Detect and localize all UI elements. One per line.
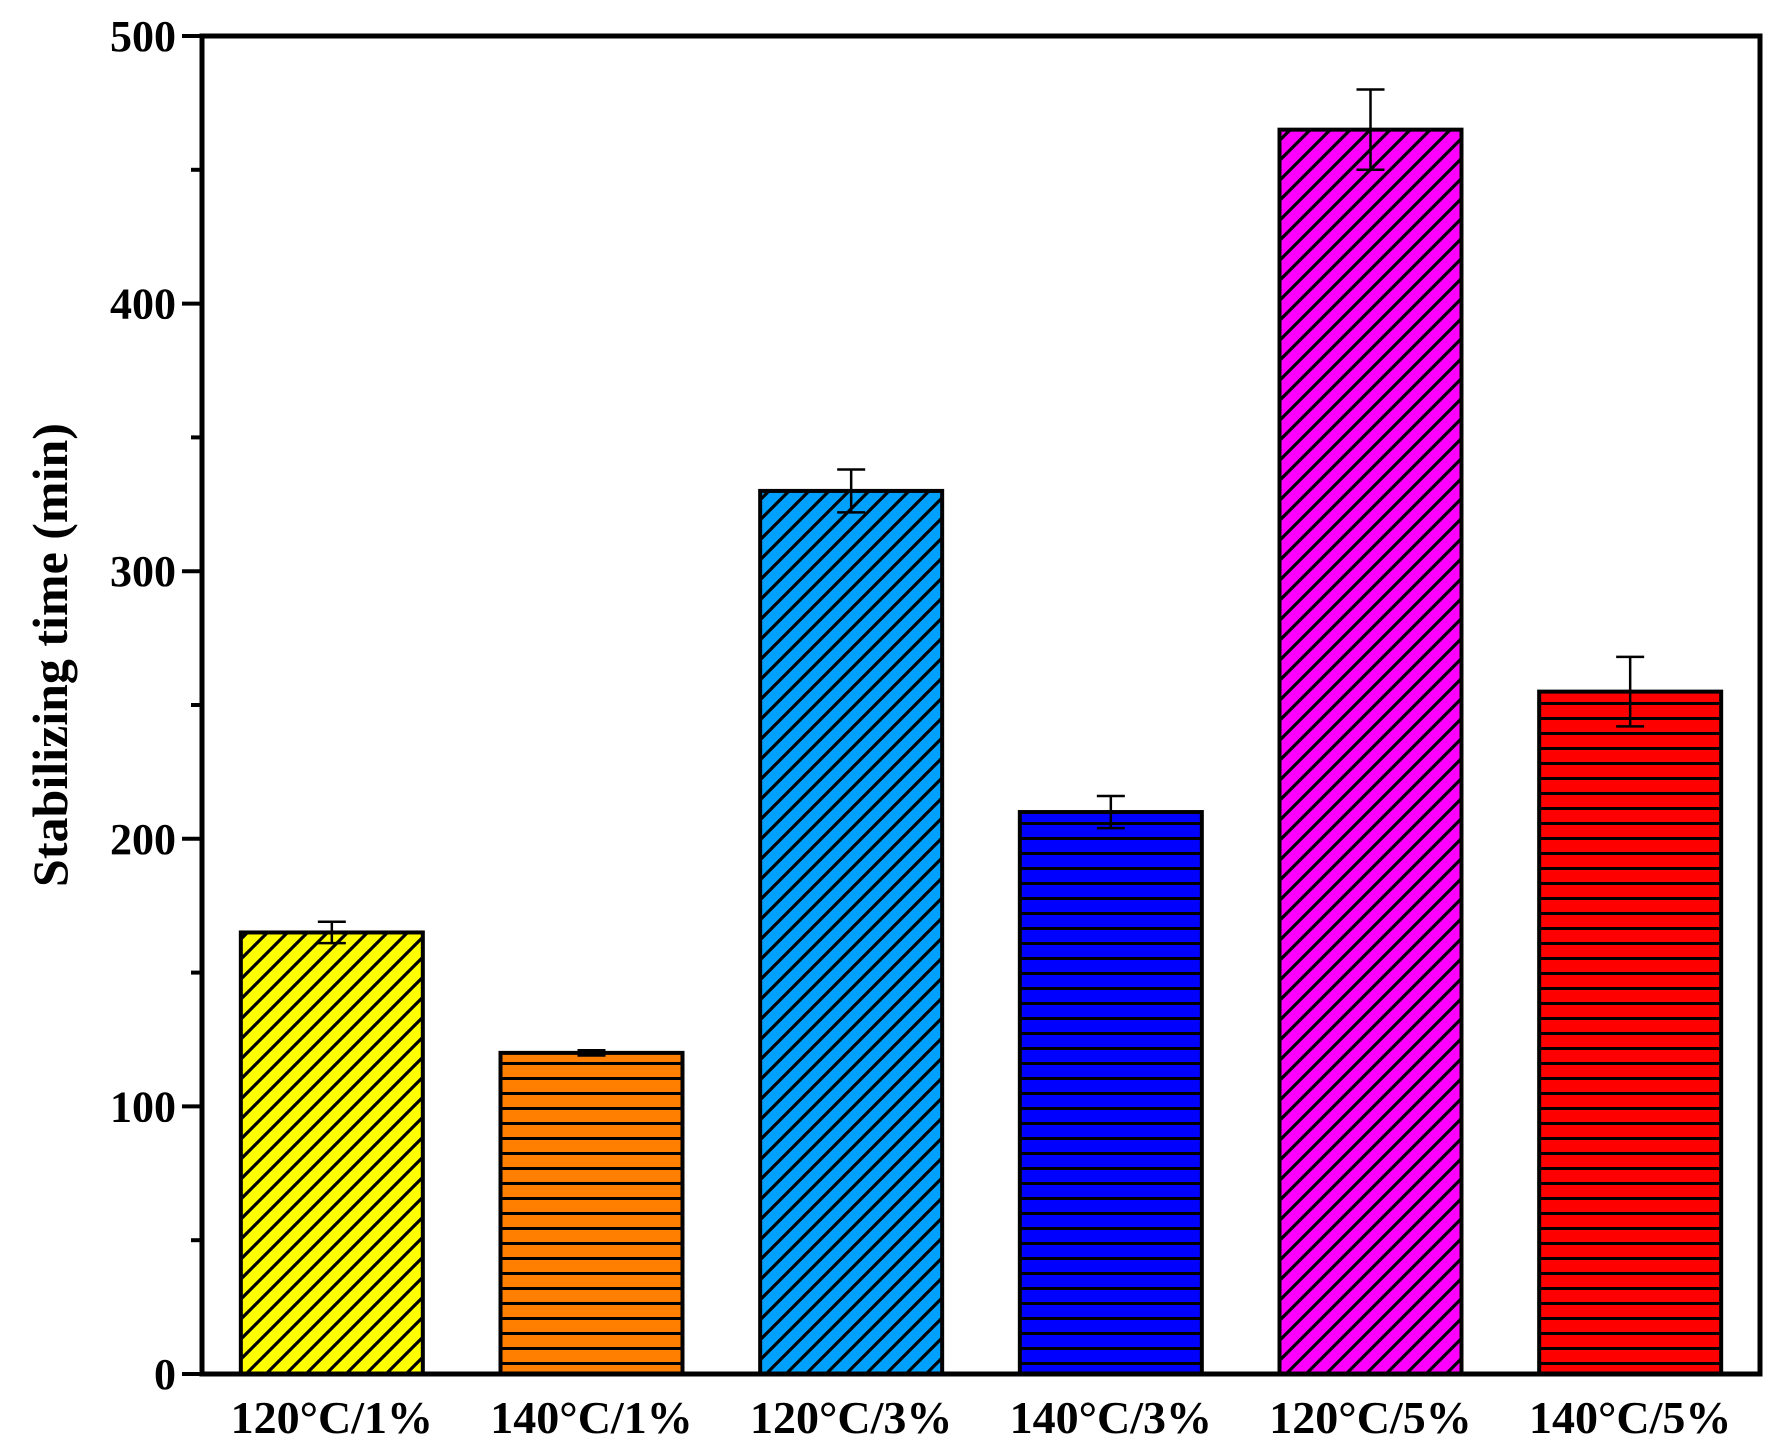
y-tick-label: 200 <box>110 815 176 864</box>
error-bar-3 <box>837 468 866 514</box>
plot-frame <box>199 33 1763 1377</box>
y-tick-label: 100 <box>110 1082 176 1131</box>
y-axis-title: Stabilizing time (min) <box>22 423 78 887</box>
error-bar-4 <box>1096 794 1125 830</box>
bar-6 <box>1537 689 1724 1376</box>
y-tick-label: 0 <box>154 1350 176 1399</box>
bars-layer <box>238 127 1724 1377</box>
y-tick-label: 300 <box>110 547 176 596</box>
error-bar-1 <box>317 920 346 945</box>
x-tick-label: 140°C/5% <box>1529 1392 1731 1443</box>
bar-5 <box>1277 127 1464 1376</box>
bar-3 <box>758 488 945 1377</box>
bar-4 <box>1017 810 1204 1376</box>
y-tick-label: 400 <box>110 280 176 329</box>
y-tick-label: 500 <box>110 12 176 61</box>
bar-2 <box>498 1050 685 1376</box>
x-tick-label: 120°C/3% <box>750 1392 952 1443</box>
x-tick-label: 140°C/3% <box>1010 1392 1212 1443</box>
error-bar-6 <box>1616 655 1645 728</box>
x-tick-label: 120°C/5% <box>1269 1392 1471 1443</box>
error-bar-5 <box>1356 88 1385 172</box>
error-bars-layer <box>317 88 1645 1057</box>
bar-1 <box>238 930 425 1377</box>
x-tick-label: 120°C/1% <box>231 1392 433 1443</box>
x-axis: 120°C/1% 140°C/1% 120°C/3% 140°C/3% 120°C/5%… <box>231 1392 1732 1443</box>
error-bar-2 <box>577 1048 606 1057</box>
y-axis: 0 100 200 300 400 500 <box>110 12 202 1399</box>
x-tick-label: 140°C/1% <box>490 1392 692 1443</box>
